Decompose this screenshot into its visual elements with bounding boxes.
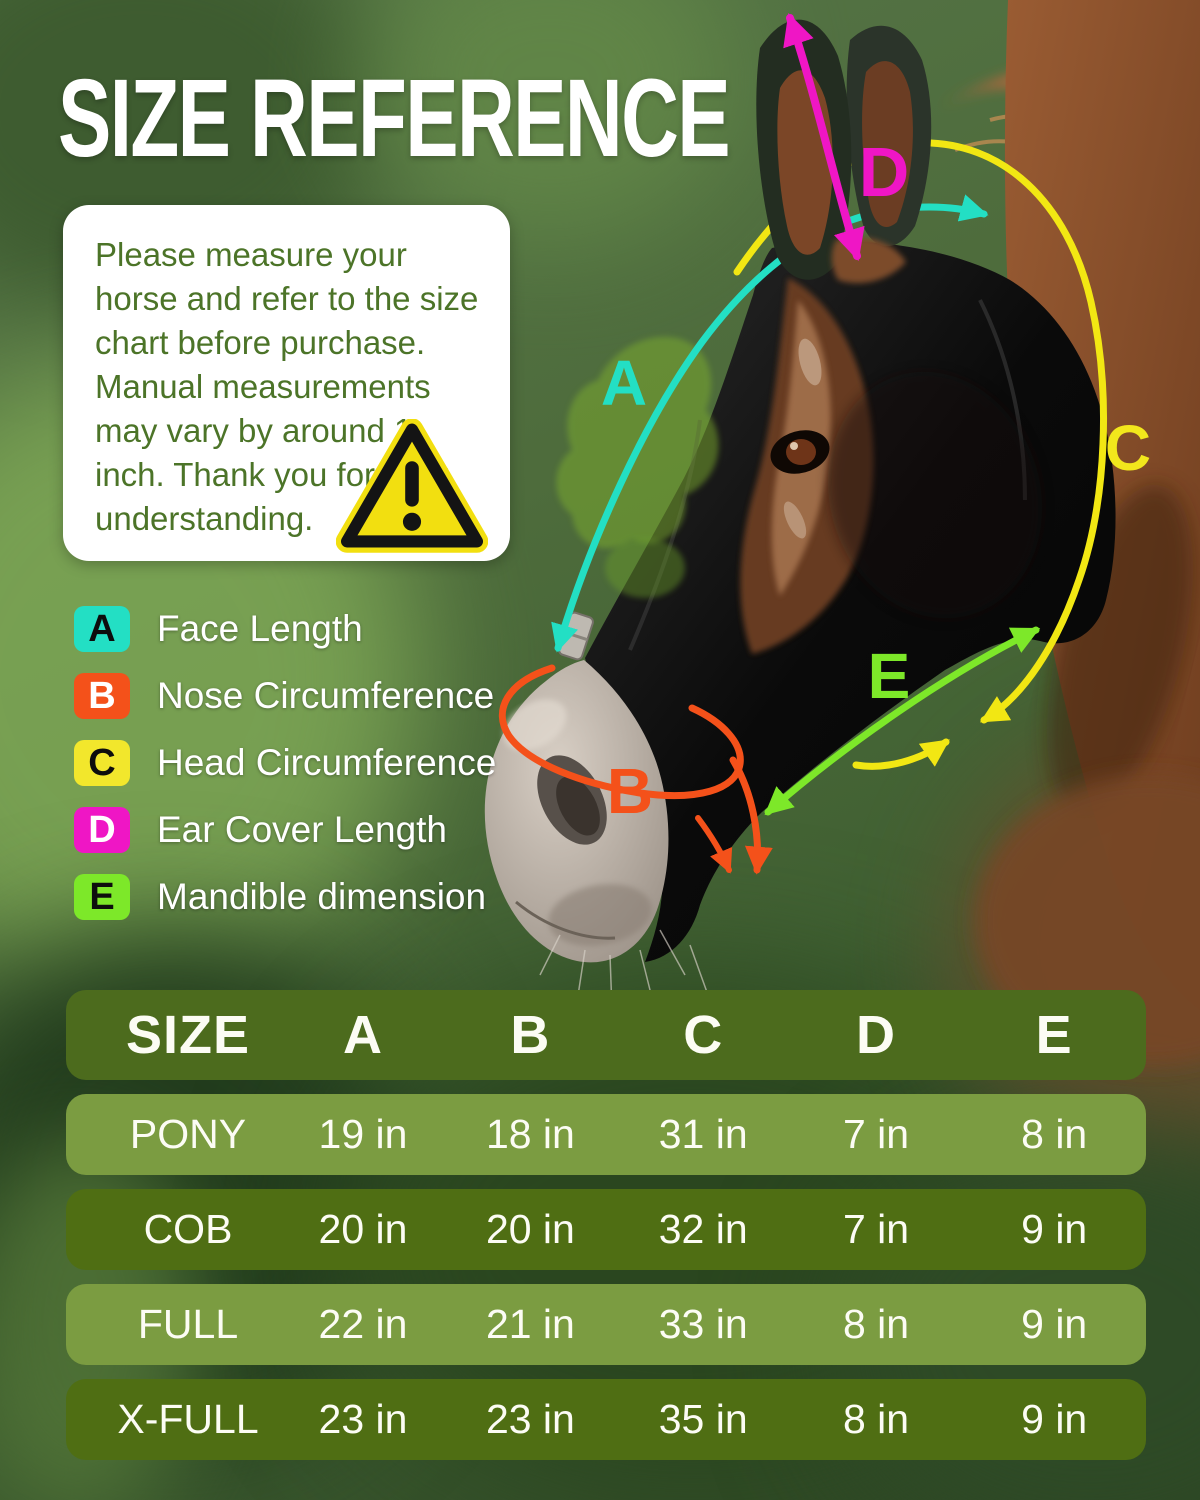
annotation-letter-c: C <box>1105 412 1151 484</box>
legend-label: Nose Circumference <box>157 675 495 716</box>
size-table: SIZE A B C D E PONY 19 in 18 in 31 in 7 … <box>66 990 1146 1460</box>
row-value: 23 in <box>485 1396 575 1442</box>
legend-label: Head Circumference <box>157 742 497 783</box>
row-size: FULL <box>137 1301 239 1347</box>
header-cell-size: SIZE <box>125 1005 251 1065</box>
row-value: 32 in <box>658 1206 748 1252</box>
row-value: 23 in <box>318 1396 408 1442</box>
header-cell-c: C <box>683 1005 724 1065</box>
table-row-cob: COB 20 in 20 in 32 in 7 in 9 in <box>66 1189 1146 1270</box>
legend-item-d: D Ear Cover Length <box>74 807 496 853</box>
row-value: 9 in <box>1021 1396 1088 1442</box>
legend-chip-d: D <box>74 807 130 853</box>
legend-chip-c: C <box>74 740 130 786</box>
measure-line-e <box>764 626 1041 816</box>
row-size: PONY <box>129 1111 247 1157</box>
row-value: 9 in <box>1021 1301 1088 1347</box>
row-value: 18 in <box>485 1111 575 1157</box>
table-row-full: FULL 22 in 21 in 33 in 8 in 9 in <box>66 1284 1146 1365</box>
measure-line-c-lower <box>852 738 950 770</box>
measure-line-d <box>783 12 865 262</box>
row-value: 20 in <box>318 1206 408 1252</box>
row-value: 9 in <box>1021 1206 1088 1252</box>
muzzle-shading <box>548 884 652 946</box>
horse-eye-iris <box>786 439 816 465</box>
header-cell-d: D <box>855 1005 896 1065</box>
legend-label: Mandible dimension <box>157 876 487 917</box>
measure-tail-b <box>729 756 773 875</box>
horse-eye-glint <box>790 442 798 450</box>
header-cell-b: B <box>510 1005 551 1065</box>
table-row-pony: PONY 19 in 18 in 31 in 7 in 8 in <box>66 1094 1146 1175</box>
legend-item-a: A Face Length <box>74 606 496 652</box>
legend-item-c: C Head Circumference <box>74 740 496 786</box>
row-value: 7 in <box>842 1111 910 1157</box>
row-value: 8 in <box>1021 1111 1088 1157</box>
annotation-letter-b: B <box>607 755 653 827</box>
horse-ear-far-inner <box>862 61 913 227</box>
page-title: SIZE REFERENCE <box>58 57 731 181</box>
measure-loop-b <box>498 664 744 799</box>
warning-triangle-icon <box>336 419 488 553</box>
header-cell-a: A <box>343 1005 383 1065</box>
legend-chip-e: E <box>74 874 130 920</box>
table-row-xfull: X-FULL 23 in 23 in 35 in 8 in 9 in <box>66 1379 1146 1460</box>
measure-tail-b-small <box>695 815 733 874</box>
horse-mouth-line <box>515 900 616 940</box>
legend-item-b: B Nose Circumference <box>74 673 496 719</box>
row-value: 22 in <box>318 1301 408 1347</box>
annotation-letter-a: A <box>601 347 647 419</box>
legend-item-e: E Mandible dimension <box>74 874 496 920</box>
horse-nostril-inner <box>556 776 600 836</box>
foreground-leaf <box>605 538 685 598</box>
row-value: 19 in <box>318 1111 408 1157</box>
row-value: 21 in <box>485 1301 575 1347</box>
row-value: 31 in <box>658 1111 748 1157</box>
row-size: X-FULL <box>117 1396 259 1442</box>
header-cell-e: E <box>1035 1005 1073 1065</box>
measurement-legend: A Face Length B Nose Circumference C Hea… <box>74 606 496 941</box>
row-value: 7 in <box>842 1206 910 1252</box>
info-text: Please measure your horse and refer to t… <box>95 236 479 537</box>
annotation-letter-d: D <box>859 133 910 211</box>
legend-chip-a: A <box>74 606 130 652</box>
info-card: Please measure your horse and refer to t… <box>63 205 510 561</box>
row-value: 35 in <box>658 1396 748 1442</box>
size-table-header: SIZE A B C D E <box>66 990 1146 1080</box>
row-value: 8 in <box>842 1301 910 1347</box>
row-value: 33 in <box>658 1301 748 1347</box>
legend-label: Ear Cover Length <box>157 809 448 850</box>
annotation-letter-e: E <box>868 640 911 712</box>
legend-label: Face Length <box>157 608 363 649</box>
row-value: 20 in <box>485 1206 575 1252</box>
muzzle-highlight <box>503 699 567 751</box>
row-size: COB <box>143 1206 233 1252</box>
legend-chip-b: B <box>74 673 130 719</box>
row-value: 8 in <box>842 1396 910 1442</box>
